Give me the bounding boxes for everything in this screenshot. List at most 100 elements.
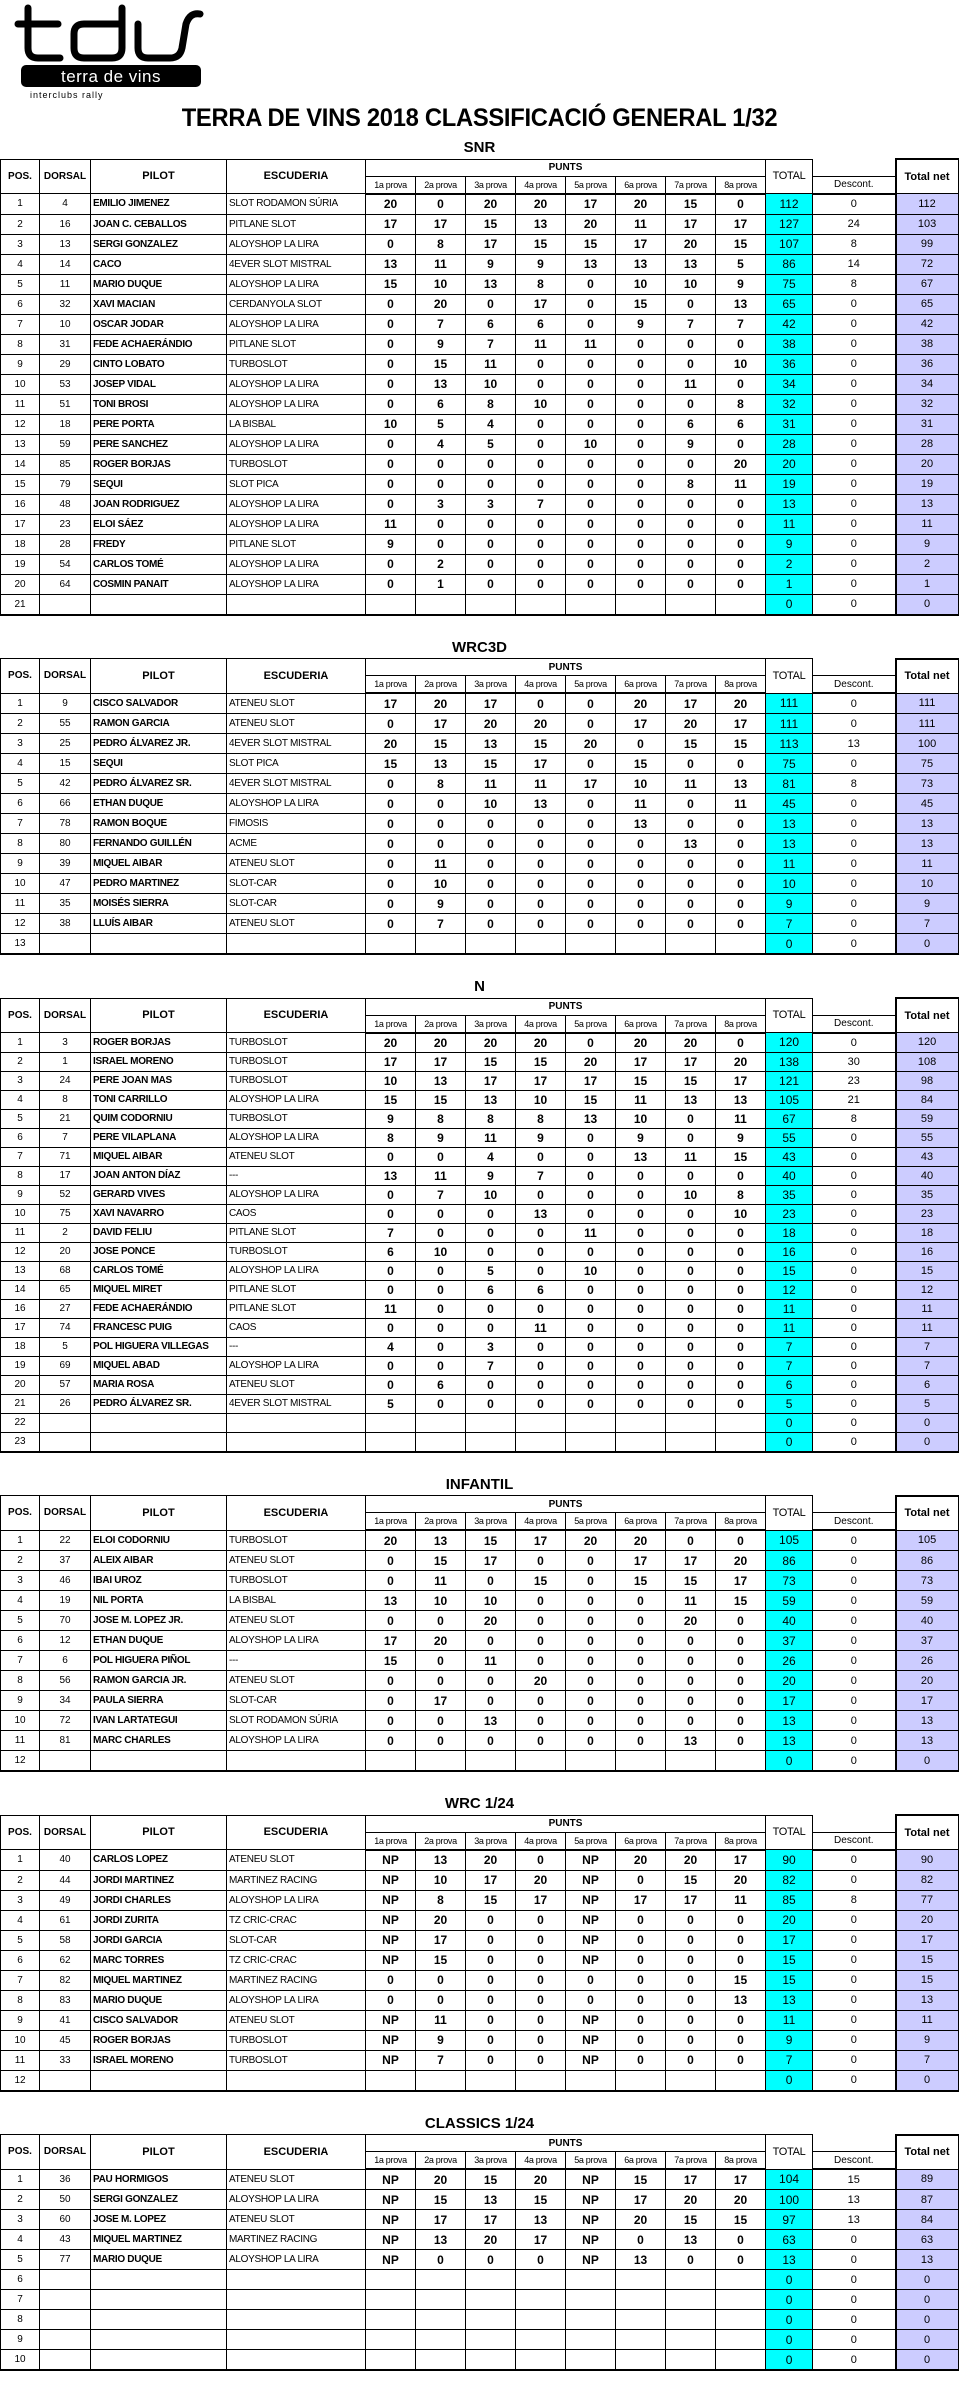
cell-dorsal: 12 <box>39 1630 91 1651</box>
cell-points: 10 <box>515 393 566 415</box>
cell-points: 9 <box>714 1127 767 1148</box>
cell-points: 15 <box>714 1146 767 1167</box>
cell-points: 0 <box>515 453 566 475</box>
cell-points: 0 <box>365 833 416 854</box>
cell-dorsal: 28 <box>39 533 91 555</box>
cell-descont: 24 <box>812 213 897 235</box>
header-row-rounds: 1a prova 2a prova 3a prova 4a prova 5a prova… <box>1 2151 959 2170</box>
cell-descont: 0 <box>812 1969 897 1991</box>
cell-descont: 0 <box>812 1630 897 1651</box>
cell-points: NP <box>565 1929 616 1951</box>
cell-pos: 9 <box>0 1690 40 1711</box>
cell-points <box>615 2309 666 2330</box>
table-row: 3 13 SERGI GONZALEZ ALOYSHOP LA LIRA 0 8 17 15 1… <box>0 233 959 255</box>
cell-pos: 11 <box>0 393 40 415</box>
cell-points: 0 <box>465 1969 516 1991</box>
cell-points: 17 <box>615 713 666 734</box>
cell-points: 0 <box>615 1710 666 1731</box>
cell-points: 13 <box>365 1165 416 1186</box>
cell-points: 0 <box>465 553 516 575</box>
cell-pos: 13 <box>0 433 40 455</box>
cell-pilot: JOSE M. LOPEZ <box>90 2209 227 2230</box>
cell-points: 0 <box>465 473 516 495</box>
cell-points: 0 <box>665 1108 716 1129</box>
cell-points: 15 <box>465 1051 516 1072</box>
cell-pilot: XAVI MACIAN <box>90 293 227 315</box>
cell-points: 20 <box>415 1630 466 1651</box>
cell-dorsal: 27 <box>39 1298 91 1319</box>
cell-points: 0 <box>515 833 566 854</box>
cell-team: PITLANE SLOT <box>226 1279 366 1300</box>
cell-pos: 15 <box>0 473 40 495</box>
cell-net: 84 <box>895 1089 959 1110</box>
header-pilot: PILOT <box>90 658 227 694</box>
cell-points: NP <box>565 1889 616 1911</box>
cell-descont: 0 <box>812 1690 897 1711</box>
cell-points: 0 <box>714 913 767 934</box>
cell-net: 0 <box>895 2069 959 2091</box>
cell-points: 0 <box>465 2049 516 2071</box>
cell-points: 0 <box>714 1241 767 1262</box>
header-round: 6a prova <box>615 675 666 694</box>
cell-total: 7 <box>765 913 814 934</box>
cell-pilot: JOSE PONCE <box>90 1241 227 1262</box>
cell-points: 20 <box>465 1849 516 1871</box>
cell-pos: 23 <box>0 1431 40 1452</box>
cell-points: 4 <box>465 1146 516 1167</box>
cell-points <box>465 2329 516 2350</box>
cell-points: 11 <box>565 1222 616 1243</box>
cell-descont: 0 <box>812 2289 897 2310</box>
cell-dorsal <box>39 2309 91 2330</box>
header-round: 5a prova <box>565 675 616 694</box>
cell-team: PITLANE SLOT <box>226 333 366 355</box>
cell-points: 17 <box>665 2168 716 2190</box>
cell-points <box>365 2349 416 2371</box>
table-row: 5 77 MARIO DUQUE ALOYSHOP LA LIRA NP 0 0 0 NP 13 0… <box>0 2249 959 2270</box>
cell-points: NP <box>565 1849 616 1871</box>
cell-pos: 4 <box>0 753 40 774</box>
cell-pilot: JORDI CHARLES <box>90 1889 227 1911</box>
cell-points: NP <box>365 1949 416 1971</box>
cell-net: 98 <box>895 1070 959 1091</box>
header-round: 8a prova <box>714 675 767 694</box>
cell-points: 0 <box>714 433 767 455</box>
cell-pilot: MOISÉS SIERRA <box>90 893 227 914</box>
cell-pos: 1 <box>0 1032 40 1053</box>
cell-points: 4 <box>365 1336 416 1357</box>
cell-points <box>565 2349 616 2371</box>
cell-descont: 0 <box>812 2029 897 2051</box>
cell-points: 0 <box>465 1670 516 1691</box>
cell-points: 15 <box>365 1650 416 1671</box>
cell-points: 20 <box>415 692 466 714</box>
cell-points <box>714 2289 767 2310</box>
cell-net: 2 <box>895 553 959 575</box>
cell-points: 9 <box>665 433 716 455</box>
cell-points: NP <box>365 2009 416 2031</box>
cell-points <box>365 933 416 955</box>
cell-points: 0 <box>565 1165 616 1186</box>
cell-dorsal: 32 <box>39 293 91 315</box>
cell-team: LA BISBAL <box>226 413 366 435</box>
cell-points: 17 <box>714 213 767 235</box>
cell-pos: 6 <box>0 1630 40 1651</box>
cell-points: 0 <box>615 353 666 375</box>
cell-points: 0 <box>415 793 466 814</box>
cell-points: 0 <box>665 513 716 535</box>
cell-pilot: MIQUEL ABAD <box>90 1355 227 1376</box>
cell-points: 0 <box>415 1610 466 1631</box>
cell-points: 0 <box>665 1529 716 1551</box>
standings-section: WRC3D POS. DORSAL PILOT ESCUDERIA PUNTS TOTAL T… <box>0 638 959 955</box>
cell-points: 20 <box>665 2189 716 2210</box>
cell-team <box>226 2289 366 2310</box>
cell-points: 15 <box>565 233 616 255</box>
cell-dorsal <box>39 2069 91 2091</box>
cell-pilot: MARIO DUQUE <box>90 273 227 295</box>
table-row: 11 2 DAVID FELIU PITLANE SLOT 7 0 0 0 11 0 0 0 18 0 18 <box>0 1222 959 1243</box>
cell-pos: 3 <box>0 1889 40 1911</box>
cell-dorsal: 31 <box>39 333 91 355</box>
table-row: 4 61 JORDI ZURITA TZ CRIC-CRAC NP 20 0 0 NP 0 0 0 20… <box>0 1909 959 1931</box>
cell-points <box>465 1431 516 1452</box>
cell-points <box>565 2309 616 2330</box>
cell-descont: 0 <box>812 493 897 515</box>
cell-points: 0 <box>365 293 416 315</box>
